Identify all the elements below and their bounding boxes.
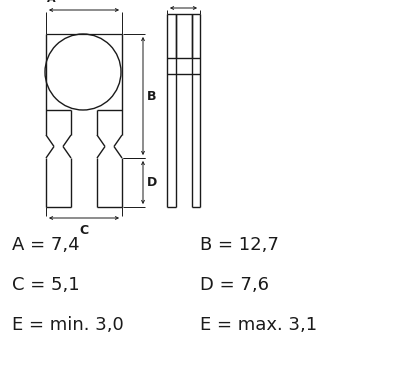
Text: B = 12,7: B = 12,7 [200, 236, 279, 254]
Text: B: B [147, 90, 156, 103]
Text: A: A [47, 0, 56, 4]
Text: D: D [147, 176, 157, 189]
Text: C: C [80, 224, 88, 237]
Text: D = 7,6: D = 7,6 [200, 276, 269, 294]
Text: E = max. 3,1: E = max. 3,1 [200, 316, 317, 334]
Text: A = 7,4: A = 7,4 [12, 236, 80, 254]
Text: C = 5,1: C = 5,1 [12, 276, 80, 294]
Text: E: E [157, 0, 165, 2]
Text: E = min. 3,0: E = min. 3,0 [12, 316, 124, 334]
